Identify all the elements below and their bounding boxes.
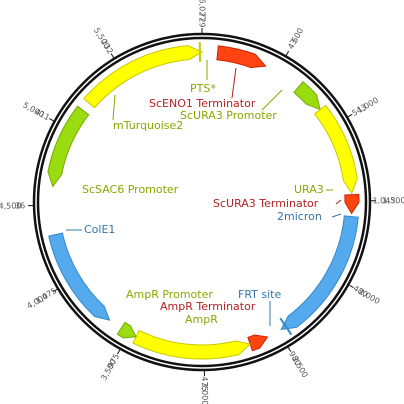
- tick-mark: [52, 288, 58, 293]
- leader-scura3-terminator: [335, 199, 342, 205]
- tick-sublabel: 1,043: [373, 196, 396, 205]
- label-pts: PTS*: [190, 82, 216, 95]
- backbone-layer: [32, 32, 372, 372]
- tick-sublabel: 36: [15, 201, 25, 210]
- feature-scura3-terminator[interactable]: [344, 193, 360, 215]
- feature-ura3[interactable]: [313, 104, 358, 195]
- tick-sublabel: 43: [286, 38, 299, 51]
- label-scura3-terminator: ScURA3 Terminator: [213, 197, 319, 210]
- tick-mark: [117, 349, 121, 355]
- tick-label: 4,500: [0, 201, 22, 210]
- tick-mark: [285, 50, 290, 56]
- tick-sublabel: 232: [99, 38, 115, 56]
- tick-mark: [348, 284, 354, 289]
- feature-scura3-promoter[interactable]: [293, 81, 321, 111]
- label-ampr-terminator: AmpR Terminator: [160, 300, 256, 313]
- leader-mturquoise2: [112, 94, 116, 121]
- tick-sublabel: 411: [33, 107, 51, 122]
- label-frt-site: FRT site: [238, 288, 281, 301]
- tick-mark: [347, 113, 353, 118]
- feature-cole1[interactable]: [48, 232, 111, 321]
- feature-scsac6-promoter[interactable]: [47, 105, 90, 188]
- backbone-inner-ring: [36, 36, 368, 368]
- feature-ampr-terminator[interactable]: [247, 334, 269, 352]
- tick-sublabel: 475: [200, 376, 209, 391]
- label-cole1: ColE1: [84, 223, 115, 236]
- feature-mturquoise2[interactable]: [83, 45, 204, 109]
- label-ura3: URA3: [294, 183, 324, 196]
- tick-label: 1,500: [383, 196, 404, 205]
- label-2micron: 2micron: [277, 210, 322, 223]
- tick-mark: [49, 118, 54, 122]
- tick-sublabel: 1,475: [34, 286, 58, 306]
- feature-ampr-promoter[interactable]: [116, 321, 137, 339]
- leader-scura3-promoter: [261, 89, 283, 111]
- label-scsac6-promoter: ScSAC6 Promoter: [82, 183, 179, 196]
- leader-2micron: [331, 213, 342, 218]
- label-ampr: AmpR: [185, 313, 218, 326]
- feature-layer: [47, 42, 360, 360]
- tick-mark: [287, 347, 292, 352]
- label-ampr-promoter: AmpR Promoter: [126, 288, 213, 301]
- tick-label: 3,000: [200, 382, 209, 404]
- label-mturquoise2: mTurquoise2: [113, 119, 183, 132]
- feature-sceno1-terminator[interactable]: [216, 45, 267, 69]
- label-scura3-promoter: ScURA3 Promoter: [180, 109, 277, 122]
- tick-mark: [110, 53, 115, 59]
- label-sceno1-terminator: ScENO1 Terminator: [149, 97, 256, 110]
- backbone-outer-ring: [32, 32, 372, 372]
- feature-2micron[interactable]: [280, 215, 359, 331]
- tick-label: 6,027: [198, 0, 207, 21]
- feature-ampr[interactable]: [132, 329, 252, 360]
- tick-sublabel: 975: [106, 352, 121, 370]
- leader-sceno1-terminator: [231, 67, 237, 99]
- feature-frt-site[interactable]: [279, 317, 293, 336]
- tick-sublabel: 729: [198, 12, 207, 27]
